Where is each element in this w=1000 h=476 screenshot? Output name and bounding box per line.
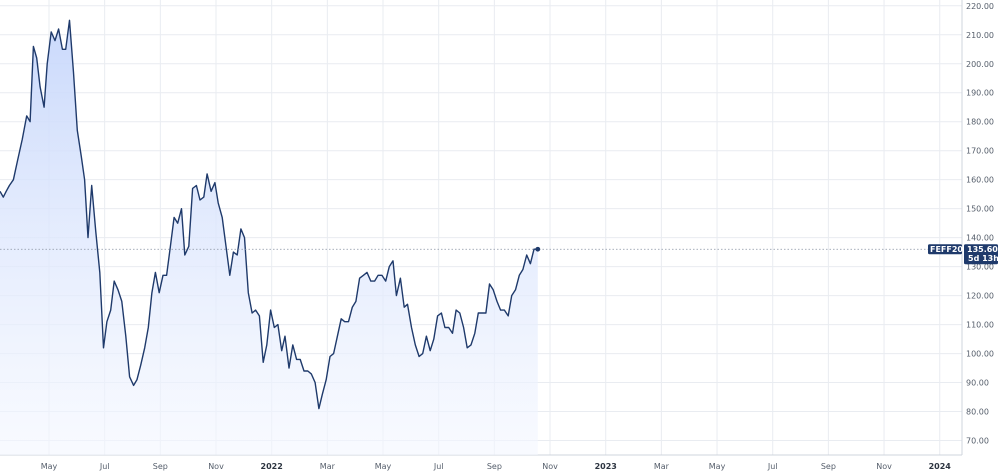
y-tick-label: 180.00 <box>966 118 994 127</box>
area-fill <box>0 20 538 456</box>
x-axis: May Jul Sep Nov 2022 Mar May Jul Sep Nov 2023 Mar Ma… <box>0 454 962 471</box>
y-tick-label: 210.00 <box>966 31 994 40</box>
x-tick-label: Mar <box>320 462 336 471</box>
last-value-label: 135.60 <box>967 245 998 254</box>
x-tick-label: Nov <box>542 462 558 471</box>
x-tick-label: May <box>375 462 392 471</box>
symbol-badge-background <box>928 244 962 255</box>
y-tick-label: 150.00 <box>966 205 994 214</box>
symbol-label: FEFF2024 <box>930 245 975 254</box>
last-point-marker <box>535 246 541 252</box>
x-tick-label: 2024 <box>929 462 952 471</box>
y-tick-label: 130.00 <box>966 263 994 272</box>
y-tick-label: 170.00 <box>966 147 994 156</box>
y-tick-label: 200.00 <box>966 60 994 69</box>
y-tick-label: 140.00 <box>966 234 994 243</box>
last-value-badge: FEFF2024 135.60 5d 13h <box>928 244 999 265</box>
x-tick-label: Jul <box>767 462 778 471</box>
y-tick-label: 120.00 <box>966 292 994 301</box>
x-tick-label: 2022 <box>261 462 283 471</box>
y-tick-label: 160.00 <box>966 176 994 185</box>
x-tick-label: 2023 <box>595 462 617 471</box>
value-badge-background <box>964 244 998 265</box>
y-tick-label: 190.00 <box>966 89 994 98</box>
y-tick-label: 80.00 <box>966 408 989 417</box>
x-tick-label: Sep <box>153 462 168 471</box>
x-tick-label: Jul <box>433 462 444 471</box>
x-tick-label: Jul <box>99 462 110 471</box>
x-tick-label: Nov <box>876 462 892 471</box>
y-tick-label: 110.00 <box>966 321 994 330</box>
x-tick-label: May <box>709 462 726 471</box>
x-tick-label: Mar <box>654 462 670 471</box>
y-axis: 70.00 80.00 90.00 100.00 110.00 120.00 130.00 1… <box>961 0 994 455</box>
x-tick-label: Nov <box>208 462 224 471</box>
y-tick-label: 100.00 <box>966 350 994 359</box>
y-tick-label: 90.00 <box>966 379 989 388</box>
x-tick-label: Sep <box>487 462 502 471</box>
y-tick-label: 70.00 <box>966 437 989 446</box>
countdown-label: 5d 13h <box>968 254 999 263</box>
price-line <box>0 19 538 410</box>
x-tick-label: Sep <box>821 462 836 471</box>
y-tick-label: 220.00 <box>966 2 994 11</box>
plot-area <box>0 19 962 456</box>
x-tick-label: May <box>41 462 58 471</box>
